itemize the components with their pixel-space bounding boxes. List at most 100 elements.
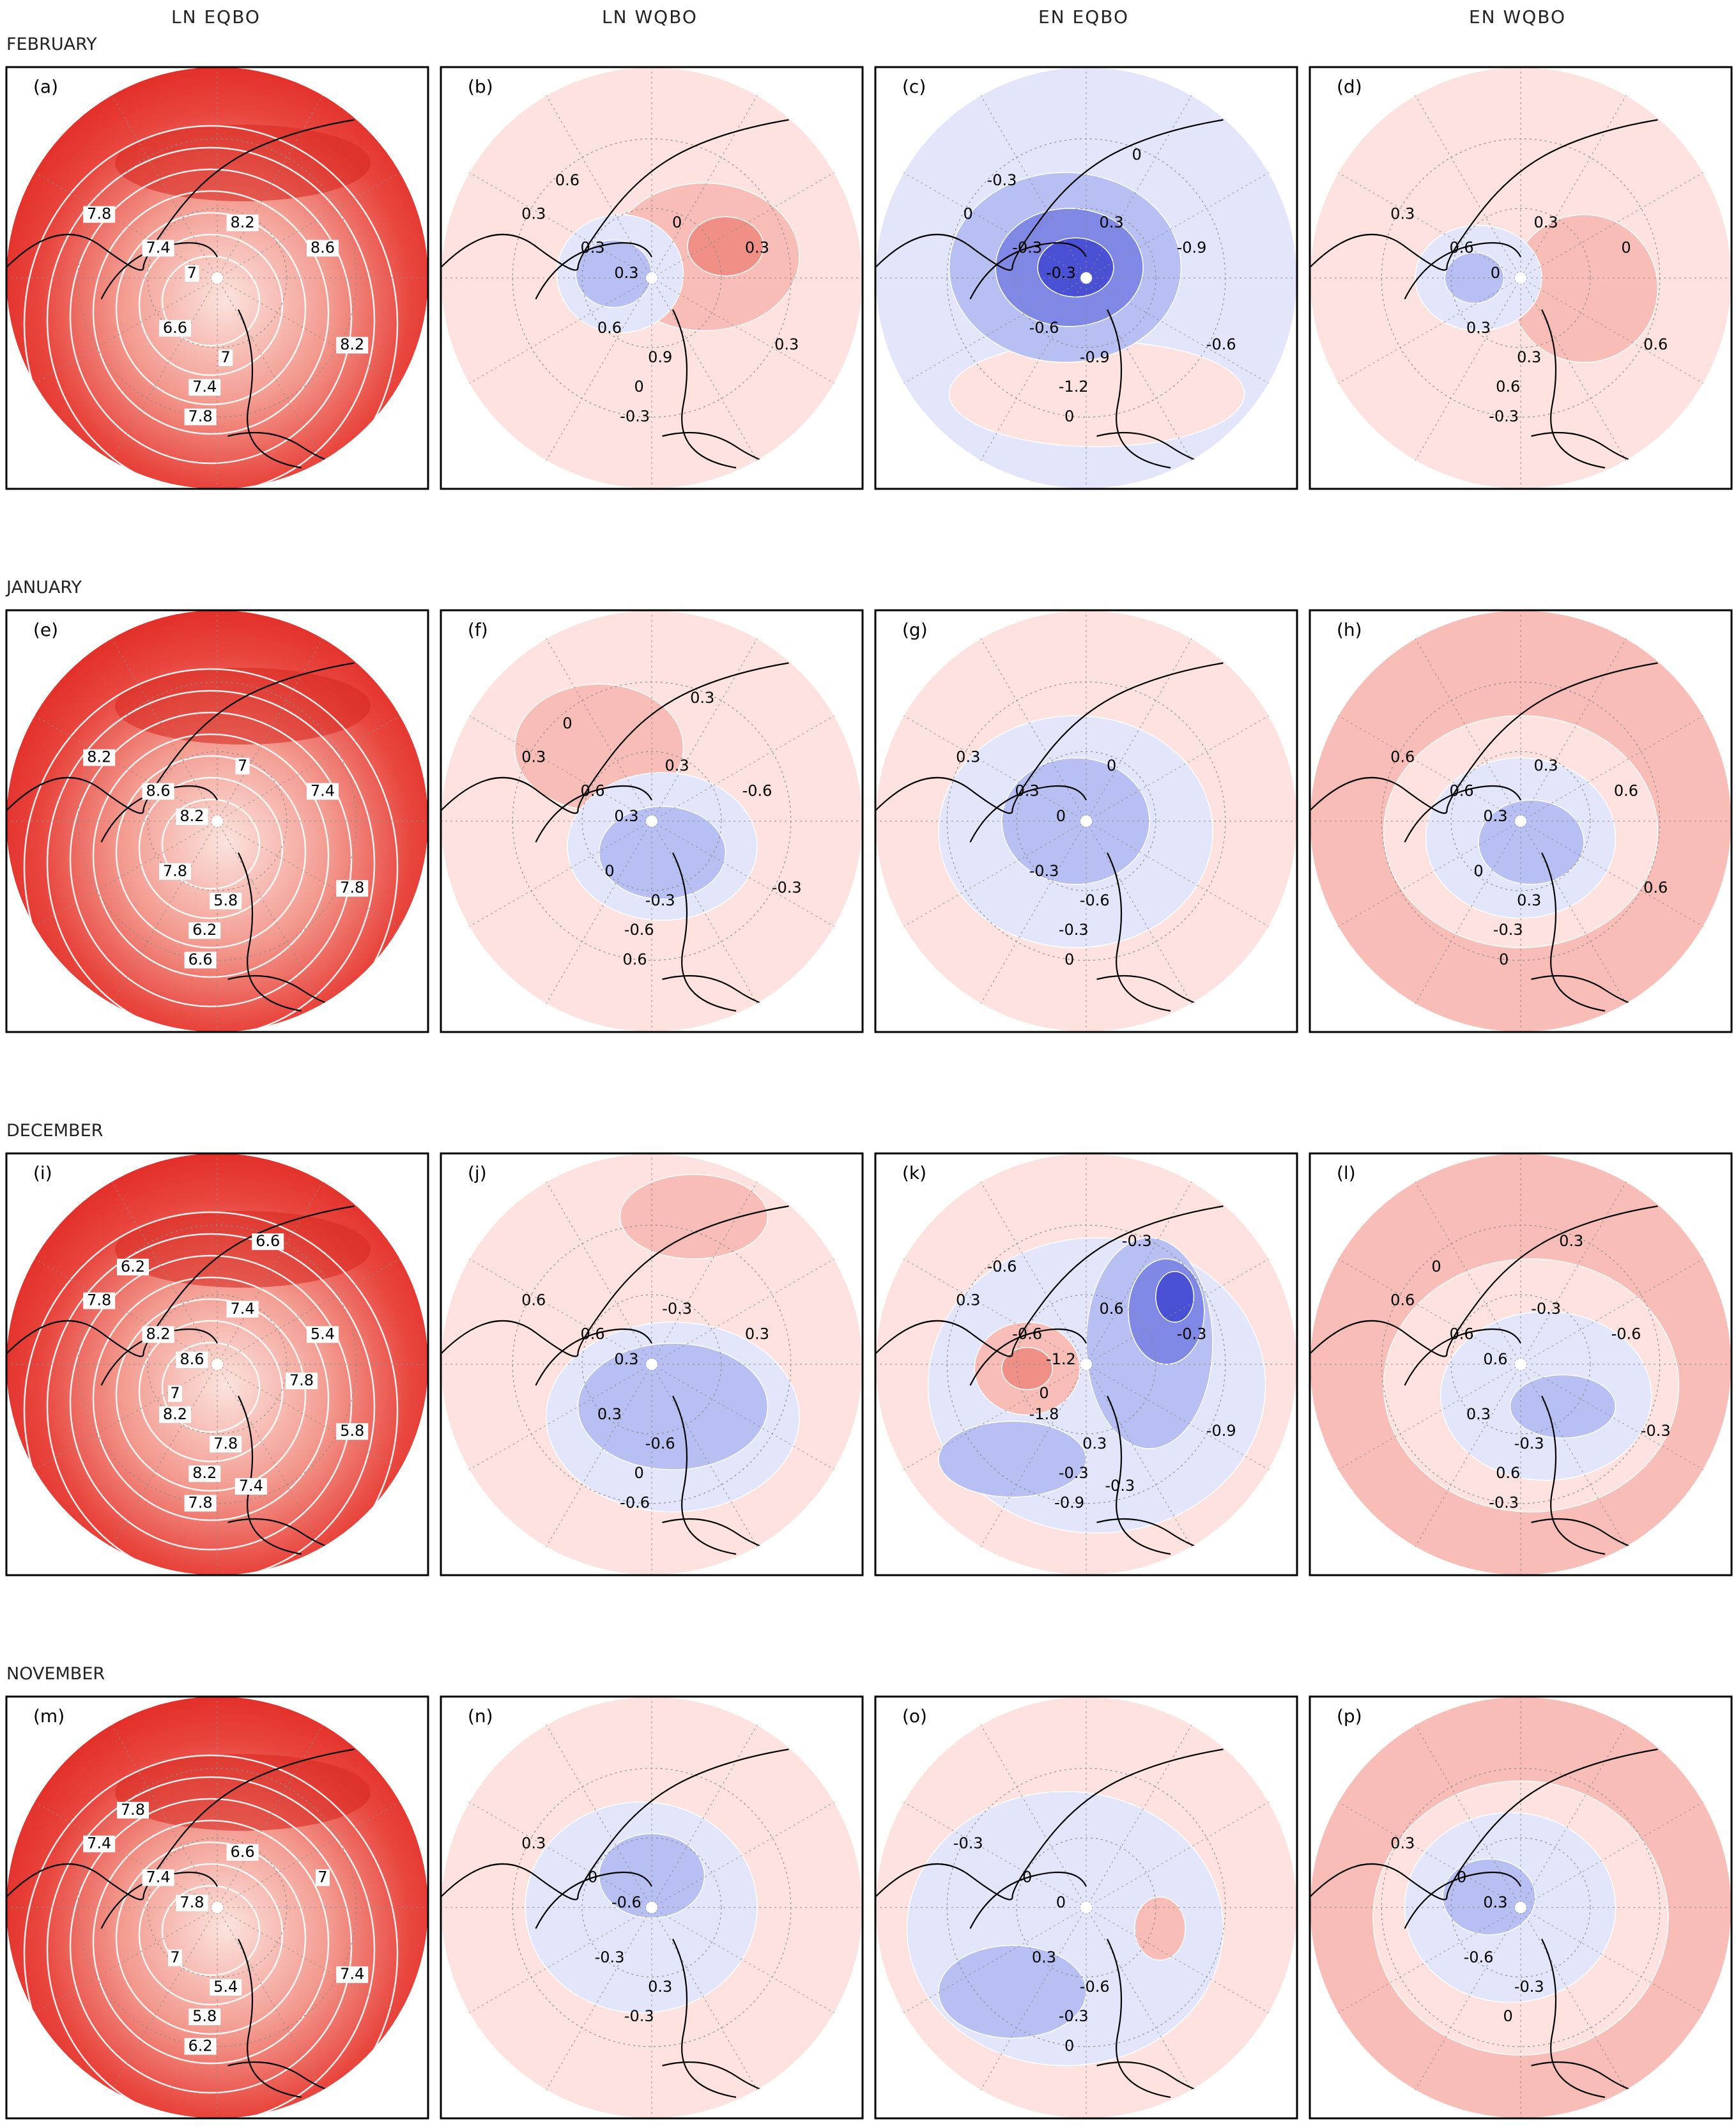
contour-label: 0.3	[1559, 1232, 1583, 1250]
row-label-february: FEBRUARY	[6, 35, 97, 54]
contour-label: 0	[1056, 1893, 1066, 1911]
contour-label: 0	[1064, 2037, 1074, 2054]
column-header-1: LN EQBO	[171, 6, 261, 27]
contour-label: 0.6	[1496, 1464, 1520, 1482]
contour-label: 0.6	[581, 782, 605, 799]
contour-label: 7	[170, 1384, 180, 1402]
contour-label: 0.6	[1483, 1350, 1507, 1368]
contour-label: 0	[672, 213, 682, 231]
contour-label: -0.3	[1531, 1300, 1561, 1318]
contour-label: 7.8	[87, 205, 111, 223]
polar-map-disc	[1310, 610, 1732, 1032]
pole-marker	[1515, 272, 1526, 284]
contour-label: 6.2	[188, 2037, 213, 2054]
row-label-january: JANUARY	[5, 578, 82, 597]
panel-frame	[1309, 66, 1733, 490]
panel-letter: (g)	[902, 619, 928, 640]
contour-label: 0	[1491, 264, 1500, 282]
contour-label: -0.3	[1059, 2007, 1089, 2025]
panel-frame	[874, 1152, 1298, 1576]
polar-map-disc	[1310, 1153, 1732, 1575]
panel-letter: (o)	[902, 1706, 927, 1727]
contour-label: -0.6	[620, 1493, 650, 1511]
contour-label: 0.6	[1390, 748, 1415, 766]
polar-map-disc	[1310, 1697, 1732, 2118]
contour-label: 7.4	[239, 1477, 263, 1495]
map-panel-e: 8.2 8.6 8.2 7.8 5.8 6.2 6.6 7 7.4 7.8 (e)	[5, 609, 429, 1033]
contour-label: -0.3	[662, 1300, 692, 1318]
contour-label: 0.3	[1100, 213, 1124, 231]
contour-label: 5.8	[192, 2007, 217, 2025]
polar-map-disc	[875, 610, 1297, 1032]
pole-marker	[1080, 1359, 1092, 1370]
contour-label: 0.3	[614, 264, 638, 282]
polar-map-disc	[441, 610, 863, 1032]
contour-label: -0.6	[1464, 1948, 1494, 1966]
contour-label: 0	[634, 1464, 644, 1482]
coastline	[875, 1748, 1234, 2099]
contour-label: -1.2	[1046, 1350, 1076, 1368]
map-panel-i: 7.8 8.2 8.6 8.2 7.8 8.2 7.8 7.4 5.4 5.8 6.2 6.6 7 7.4…	[5, 1152, 429, 1576]
pole-marker	[646, 1359, 657, 1370]
polar-map-disc	[441, 1697, 863, 2118]
contour-label: 6.6	[188, 950, 213, 968]
map-panel-g: 0.3 0.3 0 -0.3 -0.6 -0.3 0 0 (g)	[874, 609, 1298, 1033]
contour-label: 0.3	[1517, 891, 1541, 909]
contour-label: 7.8	[340, 879, 364, 897]
contour-label: -0.6	[1611, 1325, 1641, 1343]
contour-label: 0.3	[614, 1350, 638, 1368]
map-panel-c: 0-0.3-0.3-0.6-0.9-1.200.3-0.9-0.6-0.30(c…	[874, 66, 1298, 490]
contour-label: 0	[1022, 1868, 1032, 1886]
panel-letter: (k)	[902, 1162, 926, 1183]
contour-label: 0.6	[1450, 782, 1474, 799]
pole-marker	[1515, 1359, 1526, 1370]
pole-marker	[1515, 815, 1526, 827]
contour-label: 7	[238, 757, 247, 774]
contour-label: -0.6	[645, 1435, 675, 1452]
contour-label: 0.6	[1496, 378, 1520, 396]
panel-letter: (b)	[468, 76, 493, 97]
contour-label: -0.6	[1206, 335, 1236, 353]
polar-map-disc	[6, 67, 428, 489]
polar-map-disc	[875, 67, 1297, 489]
contour-label: -0.3	[1029, 862, 1059, 880]
panel-frame	[5, 1152, 429, 1576]
contour-label: -0.3	[1012, 238, 1042, 256]
pole-marker	[646, 815, 657, 827]
panel-frame	[5, 66, 429, 490]
contour-label: -0.3	[1105, 1477, 1135, 1495]
contour-label: -0.3	[987, 171, 1017, 189]
contour-label: 0.6	[1450, 238, 1474, 256]
contour-label: 7.8	[289, 1371, 314, 1389]
polar-map-disc	[6, 1697, 428, 2118]
contour-label: 0	[1503, 2007, 1513, 2025]
panel-letter: (a)	[33, 76, 58, 97]
row-label-december: DECEMBER	[6, 1121, 103, 1141]
contour-label: 6.6	[256, 1232, 280, 1250]
contour-label: 0	[964, 205, 973, 223]
contour-label: 8.6	[180, 1350, 204, 1368]
column-header-3: EN EQBO	[1038, 6, 1129, 27]
coastline	[1310, 1748, 1669, 2099]
contour-label: 5.8	[340, 1422, 364, 1440]
contour-label: 7.8	[180, 1893, 204, 1911]
panel-frame	[5, 609, 429, 1033]
contour-label: 0.3	[774, 335, 799, 353]
contour-label: -0.6	[624, 921, 654, 939]
contour-label: 0	[1064, 950, 1074, 968]
contour-label: 7	[187, 264, 197, 282]
panel-frame	[874, 66, 1298, 490]
contour-label: 0.6	[1100, 1300, 1124, 1318]
contour-label: 6.2	[192, 921, 217, 939]
contour-label: 5.4	[311, 1325, 335, 1343]
contour-label: 8.2	[163, 1405, 187, 1423]
coastline	[441, 1748, 800, 2099]
panel-frame	[440, 1152, 864, 1576]
panel-frame	[874, 1695, 1298, 2120]
contour-label: 8.2	[87, 748, 111, 766]
contour-label: 0	[634, 378, 644, 396]
contour-label: -1.8	[1029, 1405, 1059, 1423]
contour-label: 0.3	[690, 689, 714, 707]
polar-map-disc	[441, 67, 863, 489]
contour-label: -0.3	[1489, 1493, 1519, 1511]
